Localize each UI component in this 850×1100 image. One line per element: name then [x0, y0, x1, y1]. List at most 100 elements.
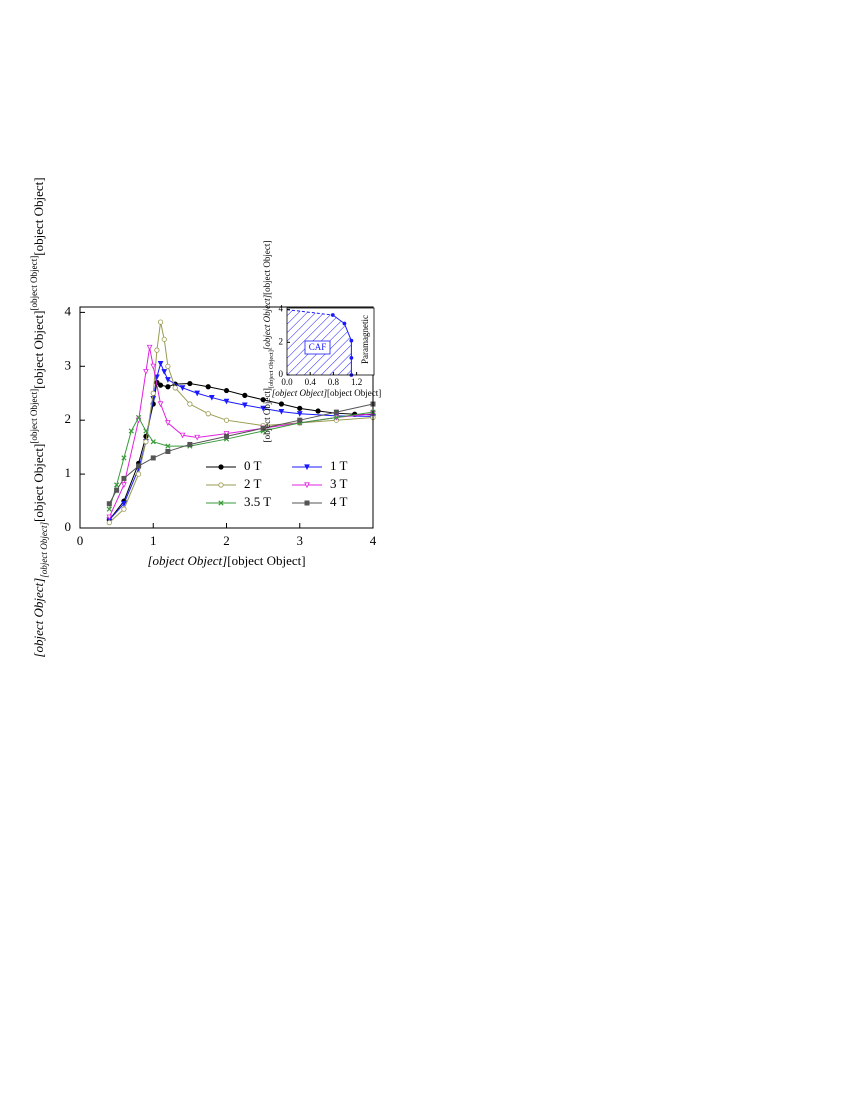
- marker: [161, 336, 167, 342]
- marker: [224, 433, 230, 439]
- x-axis-label: [object Object][object Object]: [147, 553, 305, 568]
- marker: [260, 405, 266, 412]
- x-axis-label-part: [object Object]: [147, 553, 227, 568]
- marker: [121, 506, 127, 512]
- marker: [205, 384, 211, 390]
- series-line: [108, 411, 374, 510]
- marker: [121, 501, 127, 507]
- legend-label: 1 T: [330, 458, 348, 473]
- y-axis-label-part: [object Object]: [29, 389, 39, 444]
- y-axis-label-part: [object Object]: [31, 311, 46, 389]
- marker: [157, 401, 164, 408]
- boundary-line: [286, 309, 333, 316]
- marker: [165, 448, 171, 454]
- marker: [154, 347, 160, 353]
- marker: [242, 392, 248, 398]
- marker: [157, 382, 164, 388]
- x-tick-label: 2: [223, 533, 230, 548]
- plot-frame: [79, 306, 374, 529]
- marker: [143, 439, 149, 445]
- marker: [121, 475, 127, 481]
- marker: [330, 313, 335, 317]
- marker: [333, 409, 339, 415]
- y-tick-label: 0: [65, 519, 72, 534]
- inset-x-label-part: [object Object]: [327, 388, 381, 398]
- y-axis-label-part: [object Object]: [29, 256, 39, 311]
- inset-x-tick-label: 1.2: [351, 377, 362, 387]
- marker: [165, 384, 171, 390]
- marker: [165, 420, 171, 426]
- marker: [187, 380, 193, 387]
- y-axis-label-part: [object Object]: [39, 522, 49, 578]
- marker: [114, 482, 120, 488]
- marker: [349, 355, 354, 360]
- marker: [161, 369, 168, 375]
- marker: [218, 464, 224, 470]
- inset-y-tick-label: 0: [279, 369, 284, 379]
- marker: [297, 417, 303, 423]
- inset-x-label-part: [object Object]: [272, 388, 328, 398]
- marker: [179, 432, 186, 439]
- marker: [150, 363, 157, 370]
- inset-y-label-part: [object Object]: [268, 350, 275, 388]
- marker: [106, 520, 112, 526]
- marker: [165, 363, 171, 369]
- y-tick-label: 3: [65, 357, 72, 372]
- marker: [157, 360, 164, 367]
- marker: [304, 500, 310, 506]
- marker: [165, 377, 171, 383]
- annotation-box: [304, 340, 331, 355]
- inset-x-tick-label: 0.8: [328, 377, 340, 387]
- legend-label: 3.5 T: [244, 494, 271, 509]
- marker: [172, 385, 178, 391]
- y-axis-label-part: [object Object]: [31, 444, 46, 522]
- y-tick-label: 4: [65, 303, 72, 318]
- inset-y-label-part: [object Object]: [262, 388, 272, 442]
- marker: [136, 471, 142, 477]
- marker: [223, 398, 230, 405]
- marker: [187, 401, 193, 407]
- marker: [296, 411, 303, 417]
- marker: [121, 482, 127, 488]
- x-tick-label: 3: [297, 533, 304, 548]
- marker: [150, 390, 156, 396]
- inset-x-tick-label: 0.0: [281, 377, 293, 387]
- x-axis-label-part: [object Object]: [227, 553, 305, 568]
- marker: [146, 344, 153, 351]
- marker: [218, 500, 224, 506]
- annotation: Paramagnetic: [360, 315, 370, 364]
- marker: [114, 487, 120, 493]
- inset-y-label-part: [object Object]: [262, 294, 272, 350]
- marker: [136, 463, 142, 469]
- marker: [194, 434, 201, 441]
- marker: [128, 428, 134, 434]
- marker: [260, 397, 266, 403]
- marker: [106, 501, 112, 507]
- marker: [333, 414, 339, 421]
- marker: [106, 506, 112, 512]
- x-tick-label: 4: [370, 533, 377, 548]
- marker: [106, 514, 113, 521]
- marker: [304, 464, 310, 471]
- marker: [342, 321, 347, 326]
- marker: [260, 425, 266, 431]
- marker: [241, 402, 248, 409]
- marker: [297, 405, 303, 411]
- marker: [143, 428, 149, 434]
- marker: [209, 394, 215, 401]
- y-axis-label: [object Object][object Object][object Ob…: [29, 177, 49, 657]
- inset-y-label: [object Object][object Object][object Ob…: [262, 241, 275, 443]
- y-tick-label: 1: [65, 465, 72, 480]
- legend-label: 0 T: [244, 458, 262, 473]
- marker: [223, 417, 230, 423]
- inset-x-tick-label: 0.4: [305, 377, 317, 387]
- y-axis-label-part: [object Object]: [31, 177, 46, 255]
- marker: [223, 431, 230, 437]
- marker: [205, 411, 211, 417]
- legend-label: 2 T: [244, 476, 262, 491]
- x-tick-label: 1: [150, 533, 157, 548]
- y-tick-label: 2: [65, 411, 72, 426]
- marker: [278, 401, 285, 407]
